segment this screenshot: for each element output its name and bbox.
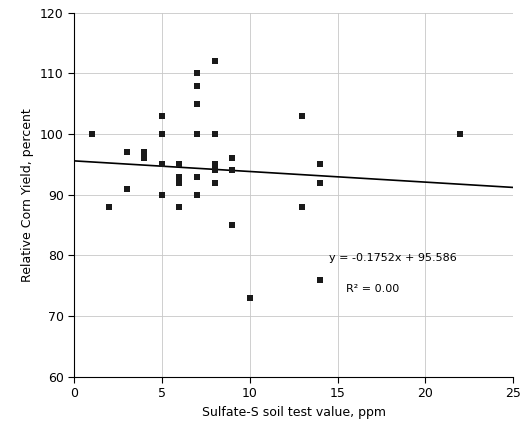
- Text: R² = 0.00: R² = 0.00: [346, 284, 399, 294]
- Text: y = -0.1752x + 95.586: y = -0.1752x + 95.586: [329, 253, 457, 263]
- Point: [193, 82, 201, 89]
- Point: [228, 155, 236, 162]
- Point: [123, 149, 131, 156]
- Point: [298, 203, 307, 210]
- Point: [158, 191, 166, 198]
- Point: [105, 203, 113, 210]
- Point: [175, 203, 184, 210]
- Point: [87, 131, 96, 137]
- Point: [456, 131, 464, 137]
- Point: [175, 173, 184, 180]
- Point: [123, 185, 131, 192]
- Point: [193, 191, 201, 198]
- Point: [105, 203, 113, 210]
- Point: [193, 173, 201, 180]
- Point: [228, 167, 236, 174]
- Point: [211, 161, 219, 168]
- Point: [175, 179, 184, 186]
- Point: [316, 276, 324, 283]
- Point: [298, 113, 307, 119]
- Point: [211, 179, 219, 186]
- Point: [158, 161, 166, 168]
- Point: [175, 203, 184, 210]
- X-axis label: Sulfate-S soil test value, ppm: Sulfate-S soil test value, ppm: [202, 406, 386, 419]
- Point: [140, 149, 149, 156]
- Point: [158, 113, 166, 119]
- Point: [123, 149, 131, 156]
- Point: [140, 155, 149, 162]
- Point: [211, 167, 219, 174]
- Point: [316, 161, 324, 168]
- Point: [245, 294, 254, 301]
- Point: [193, 101, 201, 107]
- Point: [193, 131, 201, 137]
- Point: [211, 58, 219, 65]
- Point: [316, 179, 324, 186]
- Point: [158, 131, 166, 137]
- Point: [175, 161, 184, 168]
- Y-axis label: Relative Corn Yield, percent: Relative Corn Yield, percent: [21, 108, 34, 282]
- Point: [228, 222, 236, 229]
- Point: [193, 70, 201, 77]
- Point: [211, 131, 219, 137]
